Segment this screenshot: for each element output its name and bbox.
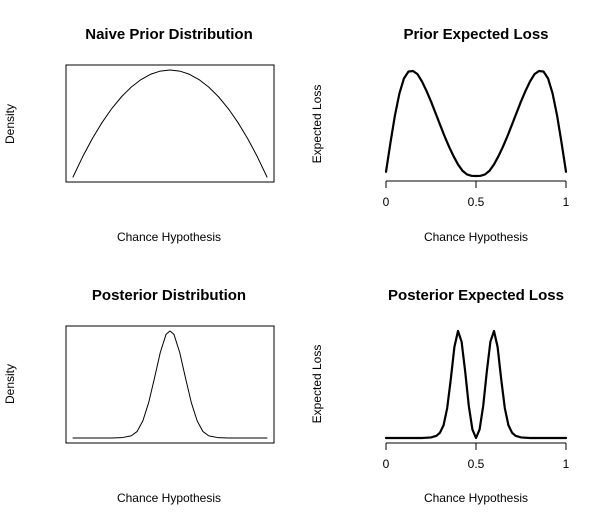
x-tick-label: 0: [383, 457, 390, 471]
series-line: [72, 69, 268, 178]
chart-title: Naive Prior Distribution: [85, 26, 253, 43]
x-tick-label: 1: [563, 195, 570, 209]
x-tick-label: 0.5: [468, 195, 485, 209]
x-axis-label: Chance Hypothesis: [424, 230, 528, 244]
series-line: [384, 329, 568, 440]
y-axis-label: Density: [3, 104, 17, 144]
chart-title: Posterior Expected Loss: [388, 287, 564, 304]
chart-title: Prior Expected Loss: [403, 26, 548, 43]
x-tick-label: 0.5: [468, 457, 485, 471]
plot-box: [65, 325, 275, 444]
chart-title: Posterior Distribution: [92, 287, 246, 304]
series-line: [384, 69, 568, 178]
x-tick-label: 1: [563, 457, 570, 471]
x-axis-label: Chance Hypothesis: [424, 491, 528, 505]
y-axis-label: Expected Loss: [310, 85, 324, 164]
series-line: [72, 330, 268, 439]
y-axis-label: Expected Loss: [310, 345, 324, 424]
y-axis-label: Density: [3, 364, 17, 404]
plot-box: [65, 64, 275, 183]
x-axis-label: Chance Hypothesis: [117, 491, 221, 505]
x-axis-label: Chance Hypothesis: [117, 230, 221, 244]
x-tick-label: 0: [383, 195, 390, 209]
